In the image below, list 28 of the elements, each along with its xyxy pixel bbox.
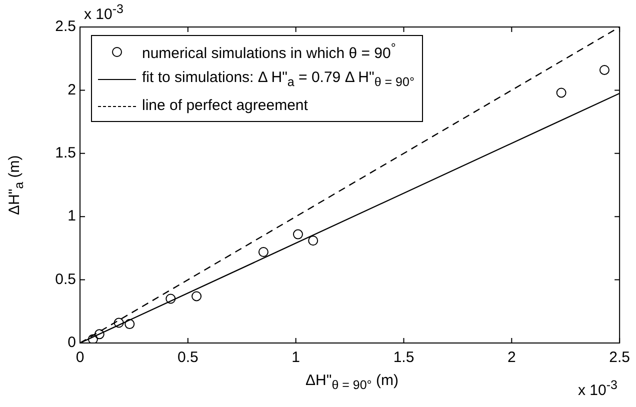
y-tick-label: 0	[68, 334, 76, 352]
y-tick-label: 2	[68, 81, 76, 98]
point	[556, 88, 566, 98]
x-tick-label: 2.5	[609, 349, 630, 366]
point	[292, 229, 303, 240]
text: x 10$^{-3}$	[84, 2, 124, 23]
x-tick-label: 1	[292, 349, 300, 366]
y-tick-label: 1	[68, 208, 76, 225]
point	[192, 291, 202, 302]
legend-label: fit to simulations: Δ H"$_{a}$ = 0.79 Δ H"$_{θ = 90°}$	[142, 68, 414, 88]
y-tick-label: 2.5	[55, 18, 76, 36]
legend-label: numerical simulations in which θ = 90$^{°}$	[142, 41, 396, 62]
legend-label: line of perfect agreement	[142, 97, 308, 114]
text: x 10$^{-3}$	[578, 378, 618, 399]
point	[94, 329, 104, 340]
x-tick-label: 1.5	[393, 349, 414, 366]
x-tick-label: 2	[507, 349, 516, 366]
point	[114, 318, 124, 328]
point	[599, 64, 610, 75]
point	[166, 294, 176, 304]
point	[308, 236, 318, 246]
point	[258, 246, 268, 257]
y-tick-label: 0.5	[55, 270, 76, 288]
y-tick-label: 1.5	[55, 144, 76, 162]
x-axis-title: ΔH"$_{θ = 90°}$ (m)	[306, 372, 398, 392]
x-tick-label: 0.5	[177, 349, 198, 366]
point	[88, 334, 98, 343]
point	[124, 319, 135, 330]
